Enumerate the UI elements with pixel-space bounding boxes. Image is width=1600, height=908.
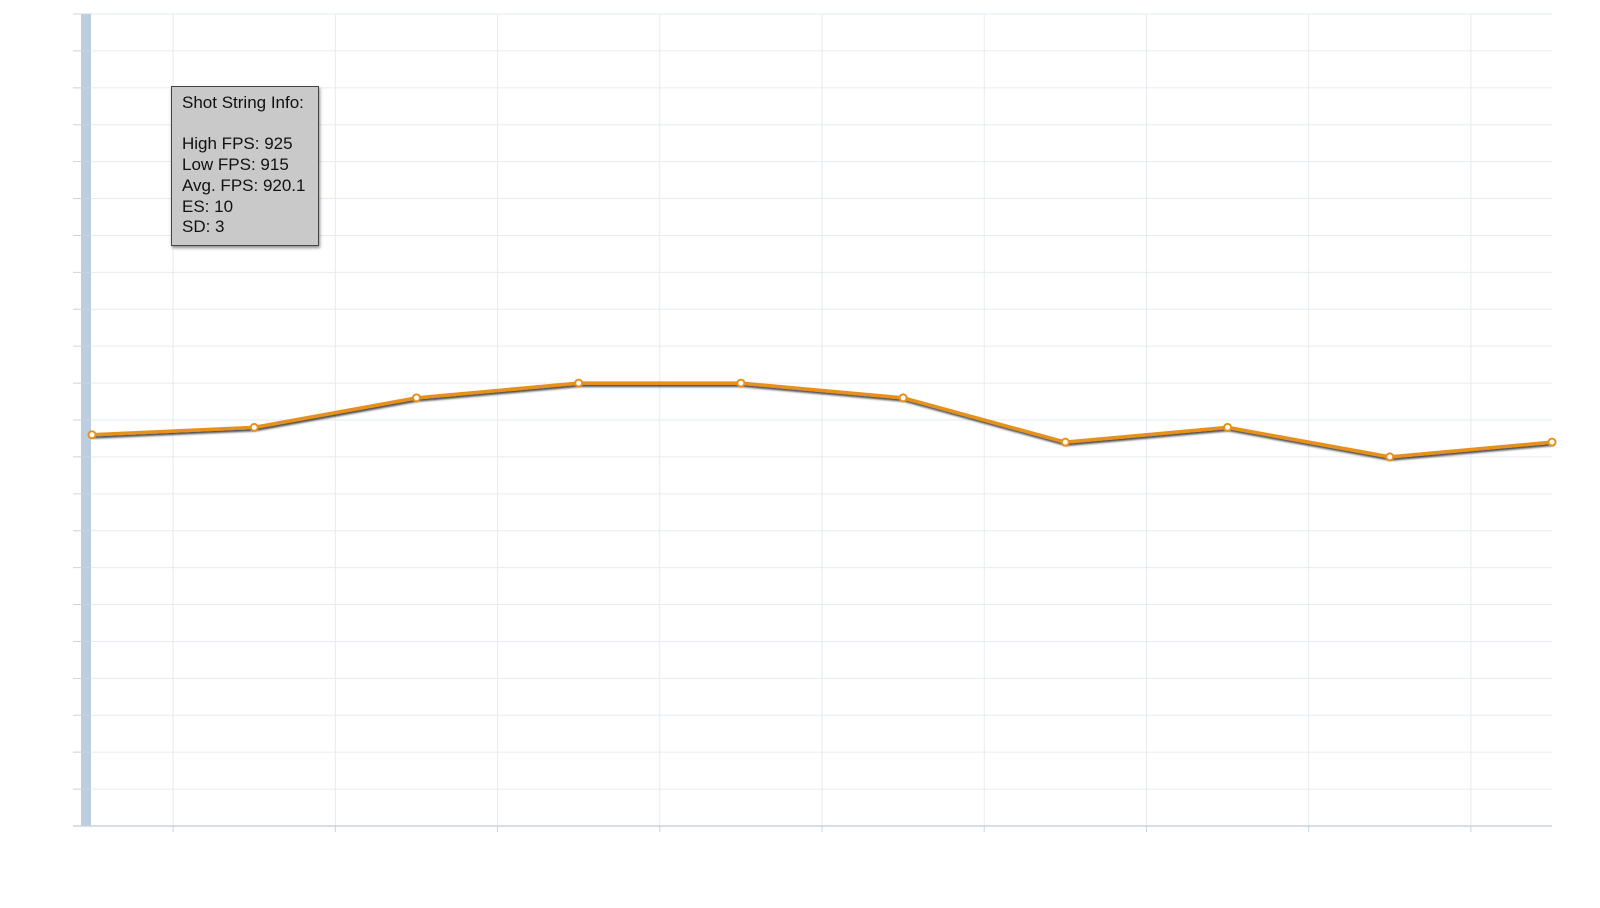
data-point (736, 378, 746, 388)
series-line (91, 381, 1553, 459)
data-point (411, 393, 421, 403)
info-line: SD: 3 (182, 217, 225, 237)
data-point (1223, 422, 1233, 432)
info-line: Low FPS: 915 (182, 155, 289, 175)
info-line: High FPS: 925 (182, 134, 293, 154)
info-title: Shot String Info: (182, 93, 304, 112)
data-point (87, 430, 97, 440)
data-point (574, 378, 584, 388)
info-line: ES: 10 (182, 196, 234, 216)
data-point (1547, 437, 1557, 447)
info-box: Shot String Info: High FPS: 925 Low FPS: … (171, 86, 319, 246)
data-point (898, 393, 908, 403)
data-point (249, 422, 259, 432)
data-point (1060, 437, 1070, 447)
info-line: Avg. FPS: 920.1 (182, 175, 306, 195)
data-point (1385, 452, 1395, 462)
